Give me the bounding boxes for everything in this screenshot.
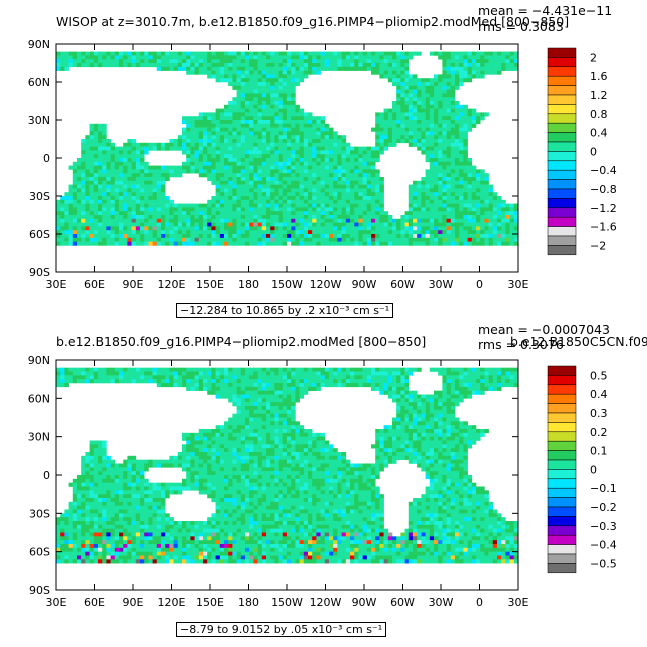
colorbar-swatch bbox=[547, 563, 577, 574]
lon-tick-label: 0 bbox=[476, 596, 483, 609]
map-title-right-bottom: b.e12.B1850C5CN.f09 bbox=[510, 335, 647, 349]
lat-tick-label: 90N bbox=[28, 354, 50, 367]
lon-tick-label: 120E bbox=[158, 596, 186, 609]
lat-tick-label: 0 bbox=[43, 152, 50, 165]
lon-tick-label: 30W bbox=[429, 596, 454, 609]
lon-tick-label: 0 bbox=[476, 278, 483, 291]
lon-tick-label: 150E bbox=[196, 596, 224, 609]
lon-tick-label: 90E bbox=[123, 278, 144, 291]
lat-tick-label: 60S bbox=[29, 546, 50, 559]
lon-tick-label: 90W bbox=[352, 278, 377, 291]
lon-tick-label: 30E bbox=[508, 278, 529, 291]
colorbar-label: 1.2 bbox=[590, 89, 608, 102]
colorbar-swatch bbox=[547, 534, 577, 545]
lon-tick-label: 30E bbox=[46, 596, 67, 609]
lat-tick-label: 30S bbox=[29, 507, 50, 520]
rms-label-top: rms = 0.3083 bbox=[478, 19, 564, 34]
colorbar-label: 0.1 bbox=[590, 445, 608, 458]
lon-tick-label: 150W bbox=[271, 278, 303, 291]
lon-tick-label: 90E bbox=[123, 596, 144, 609]
colorbar-label: 0.8 bbox=[590, 108, 608, 121]
colorbar-label: 2 bbox=[590, 51, 597, 64]
lon-tick-label: 60E bbox=[84, 278, 105, 291]
lat-tick-label: 30N bbox=[28, 431, 50, 444]
colorbar-label: −0.8 bbox=[590, 183, 617, 196]
ocean-field bbox=[56, 367, 519, 564]
lon-tick-label: 60E bbox=[84, 596, 105, 609]
colorbar-swatch bbox=[547, 365, 577, 376]
map-title-bottom: b.e12.B1850.f09_g16.PIMP4−pliomip2.modMe… bbox=[56, 334, 427, 349]
colorbar-swatch bbox=[547, 516, 577, 527]
colorbar-swatch bbox=[547, 245, 577, 256]
contour-range-top: −12.284 to 10.865 by .2 x10⁻³ cm s⁻¹ bbox=[176, 303, 394, 318]
colorbar-swatch bbox=[547, 422, 577, 433]
colorbar-swatch bbox=[547, 525, 577, 536]
mean-label-bottom: mean = −0.0007043 bbox=[478, 322, 610, 337]
colorbar-swatch bbox=[547, 544, 577, 555]
colorbar-label: 0.4 bbox=[590, 388, 608, 401]
ocean-field bbox=[56, 51, 519, 246]
map-title-top: WISOP at z=3010.7m, b.e12.B1850.f09_g16.… bbox=[56, 14, 570, 29]
colorbar-label: −2 bbox=[590, 239, 606, 252]
colorbar-swatch bbox=[547, 393, 577, 404]
colorbar-swatch bbox=[547, 553, 577, 564]
lon-tick-label: 120W bbox=[310, 278, 342, 291]
lat-tick-label: 90S bbox=[29, 584, 50, 597]
colorbar-label: 0 bbox=[590, 463, 597, 476]
lon-tick-label: 60W bbox=[390, 596, 415, 609]
lat-tick-label: 60S bbox=[29, 228, 50, 241]
colorbar-label: 0 bbox=[590, 145, 597, 158]
colorbar-label: −0.4 bbox=[590, 164, 617, 177]
colorbar-swatch bbox=[547, 450, 577, 461]
colorbar-swatch bbox=[547, 403, 577, 414]
lat-tick-label: 0 bbox=[43, 469, 50, 482]
colorbar-label: 0.4 bbox=[590, 127, 608, 140]
mean-label-top: mean = −4.431e−11 bbox=[478, 3, 613, 18]
colorbar-swatch bbox=[547, 375, 577, 386]
colorbar-label: −0.1 bbox=[590, 482, 617, 495]
colorbar-label: 0.3 bbox=[590, 407, 608, 420]
lat-tick-label: 30N bbox=[28, 114, 50, 127]
colorbar-label: −0.5 bbox=[590, 557, 617, 570]
lon-tick-label: 180 bbox=[238, 596, 259, 609]
colorbar-label: −0.3 bbox=[590, 520, 617, 533]
lon-tick-label: 120W bbox=[310, 596, 342, 609]
colorbar-swatch bbox=[547, 412, 577, 423]
lat-tick-label: 90S bbox=[29, 266, 50, 279]
lon-tick-label: 90W bbox=[352, 596, 377, 609]
colorbar-swatch bbox=[547, 431, 577, 442]
lon-tick-label: 150W bbox=[271, 596, 303, 609]
lon-tick-label: 60W bbox=[390, 278, 415, 291]
lon-tick-label: 120E bbox=[158, 278, 186, 291]
lon-tick-label: 30E bbox=[508, 596, 529, 609]
rms-label-bottom: rms = 0.3076 bbox=[478, 337, 564, 352]
colorbar-label: 0.5 bbox=[590, 369, 608, 382]
lat-tick-label: 60N bbox=[28, 76, 50, 89]
colorbar-label: −0.2 bbox=[590, 501, 617, 514]
lon-tick-label: 180 bbox=[238, 278, 259, 291]
lon-tick-label: 30E bbox=[46, 278, 67, 291]
colorbar-label: −0.4 bbox=[590, 539, 617, 552]
colorbar-swatch bbox=[547, 459, 577, 470]
lat-tick-label: 90N bbox=[28, 38, 50, 51]
colorbar-swatch bbox=[547, 506, 577, 517]
lon-tick-label: 30W bbox=[429, 278, 454, 291]
colorbar-label: 1.6 bbox=[590, 70, 608, 83]
colorbar-swatch bbox=[547, 478, 577, 489]
colorbar-swatch bbox=[547, 384, 577, 395]
lat-tick-label: 30S bbox=[29, 190, 50, 203]
colorbar-label: −1.2 bbox=[590, 202, 617, 215]
colorbar-swatch bbox=[547, 440, 577, 451]
colorbar-label: −1.6 bbox=[590, 221, 617, 234]
lon-tick-label: 150E bbox=[196, 278, 224, 291]
colorbar-swatch bbox=[547, 469, 577, 480]
colorbar-swatch bbox=[547, 497, 577, 508]
colorbar-swatch bbox=[547, 487, 577, 498]
lat-tick-label: 60N bbox=[28, 392, 50, 405]
colorbar-label: 0.2 bbox=[590, 426, 608, 439]
contour-range-bottom: −8.79 to 9.0152 by .05 x10⁻³ cm s⁻¹ bbox=[176, 622, 387, 637]
